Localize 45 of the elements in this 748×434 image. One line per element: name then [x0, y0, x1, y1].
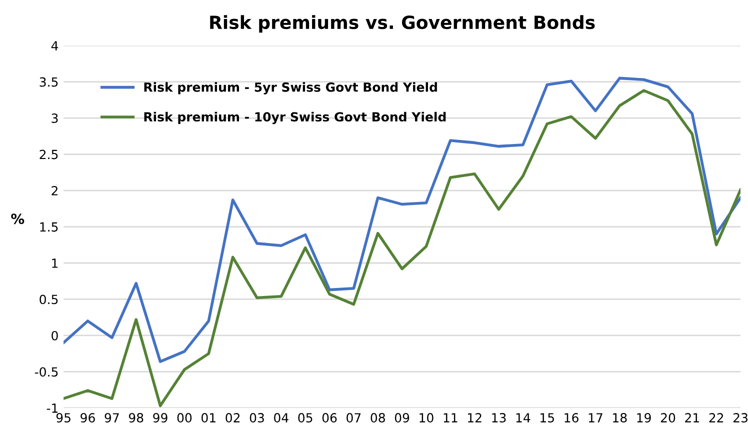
x-tick-label: 14 [516, 413, 530, 422]
x-tick-label: 03 [250, 413, 264, 422]
x-tick-label: 05 [298, 413, 312, 422]
y-tick-label: 3.5 [40, 77, 58, 87]
x-tick-label: 23 [733, 413, 748, 422]
x-tick-label: 20 [660, 413, 676, 422]
x-tick-label: 00 [177, 413, 192, 422]
x-tick-label: 11 [444, 413, 458, 422]
legend-label: Risk premium - 10yr Swiss Govt Bond Yield [144, 112, 446, 124]
x-tick-label: 95 [56, 413, 70, 422]
line-series [64, 76, 741, 363]
y-tick-label: 2.5 [40, 150, 58, 160]
y-tick-label: -0.5 [34, 367, 58, 377]
x-tick-label: 15 [540, 413, 554, 422]
y-tick-label: 1 [52, 258, 58, 268]
x-tick-label: 96 [80, 413, 95, 422]
y-tick-label: 3 [52, 114, 58, 123]
y-tick-label: 0.5 [40, 294, 58, 304]
y-tick-label: 1.5 [40, 222, 58, 232]
x-tick-label: 12 [468, 413, 482, 422]
x-tick-label: 98 [128, 413, 144, 422]
x-tick-label: 22 [709, 413, 724, 422]
x-tick-label: 04 [274, 413, 288, 422]
y-tick-label: -1 [46, 404, 58, 413]
x-tick-label: 08 [370, 413, 385, 422]
legend-label: Risk premium - 5yr Swiss Govt Bond Yield [144, 82, 437, 94]
x-tick-label: 07 [346, 413, 361, 422]
y-axis-title: % [11, 214, 24, 224]
y-tick-label: 0 [52, 330, 58, 340]
x-tick-label: 06 [322, 413, 337, 422]
x-tick-label: 19 [637, 413, 651, 422]
x-tick-label: 16 [564, 413, 578, 422]
x-tick-label: 17 [588, 413, 602, 422]
x-tick-label: 10 [420, 413, 434, 422]
x-tick-label: 09 [394, 413, 410, 422]
y-tick-label: 2 [52, 186, 58, 196]
x-tick-label: 21 [685, 413, 699, 422]
x-tick-label: 97 [104, 413, 119, 422]
chart-title: Risk premiums vs. Government Bonds [210, 15, 595, 33]
y-tick-label: 4 [51, 41, 58, 50]
x-tick-label: 13 [492, 413, 506, 422]
x-tick-label: 99 [153, 413, 168, 422]
x-tick-label: 18 [613, 413, 627, 422]
x-tick-label: 02 [226, 413, 240, 422]
x-tick-label: 01 [202, 413, 216, 422]
